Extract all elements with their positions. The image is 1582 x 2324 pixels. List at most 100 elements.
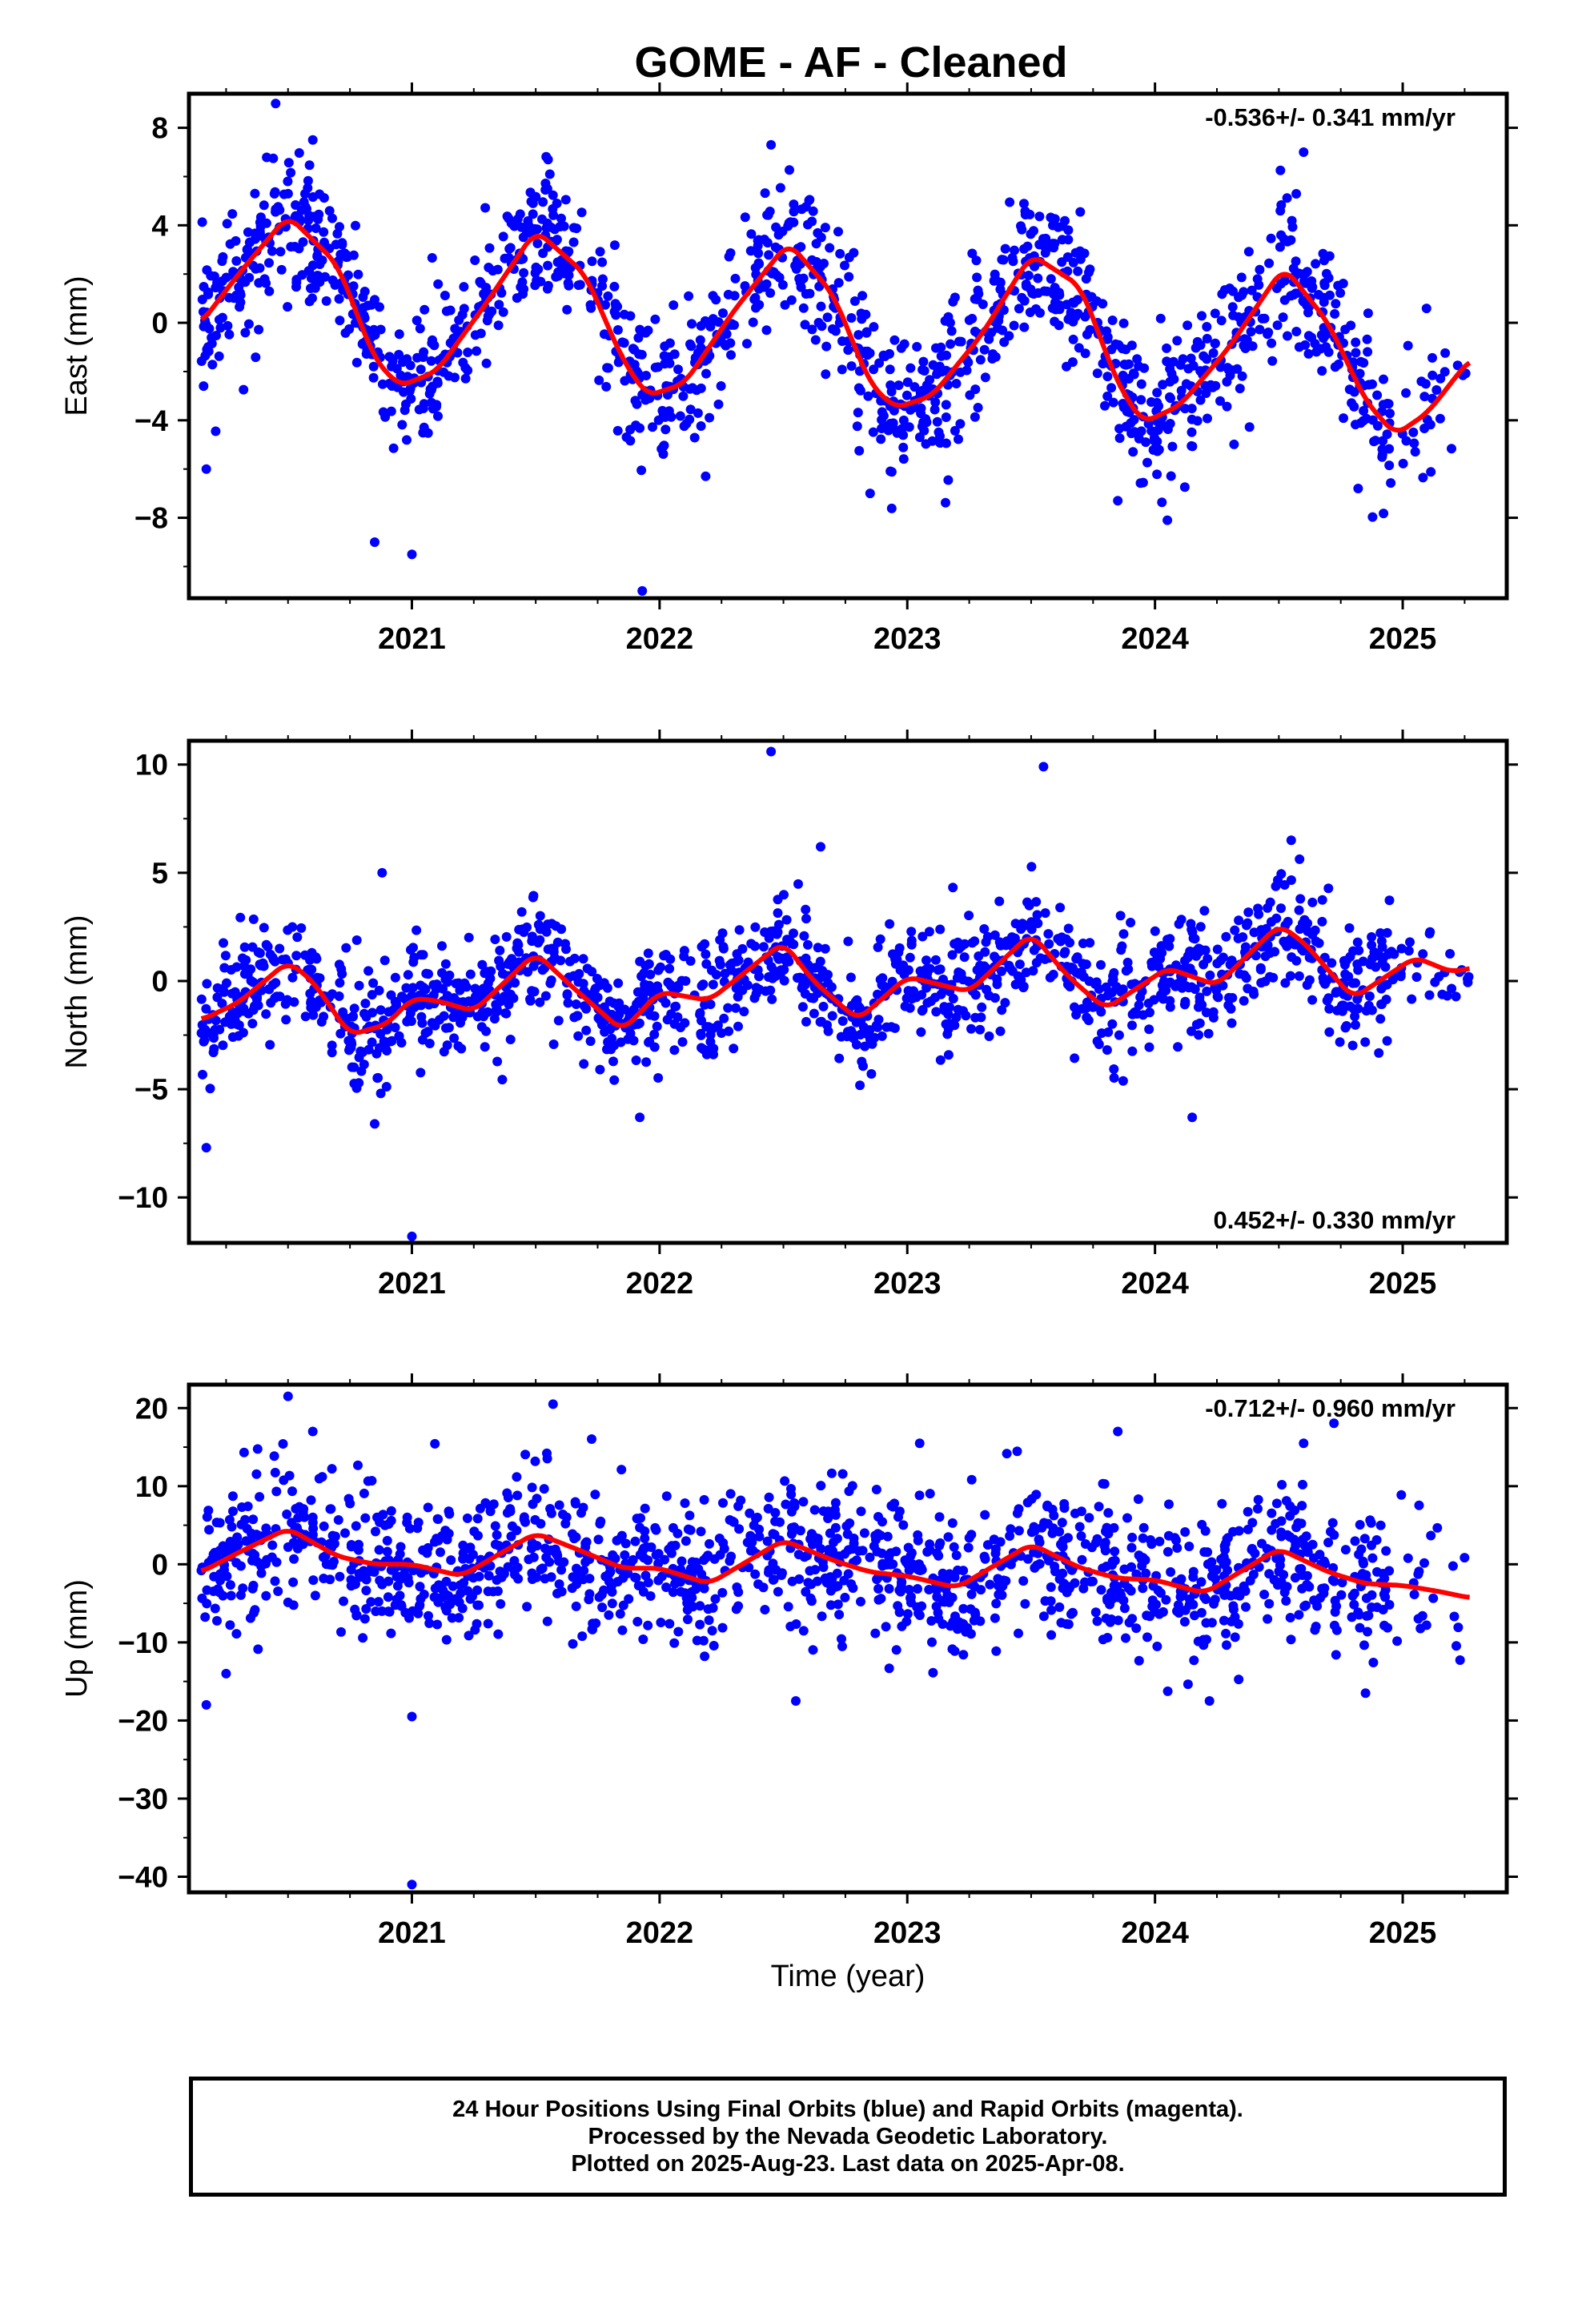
data-point [953,937,963,947]
data-point [1215,396,1225,406]
data-point [573,1031,584,1041]
data-point [786,1529,797,1539]
data-point [592,974,602,983]
data-point [894,1585,905,1595]
data-point [249,1607,259,1618]
data-point [1380,962,1391,972]
data-point [267,1552,277,1562]
data-point [995,940,1006,951]
data-point [1386,478,1396,489]
data-point [1080,312,1090,322]
data-point [283,1542,293,1552]
data-point [549,224,560,235]
data-point [454,315,464,325]
data-point [515,209,525,219]
data-point [1199,1592,1210,1602]
data-point [1222,376,1232,387]
data-point [1026,1527,1037,1538]
data-point [1103,1508,1114,1518]
data-point [1401,436,1411,446]
data-point [1381,995,1391,1004]
data-point [1290,939,1300,950]
data-point [1310,925,1320,935]
data-point [615,1609,625,1619]
data-point-outlier [201,1699,211,1710]
data-point [1176,1574,1186,1584]
data-point [1207,1557,1217,1567]
data-point [542,183,552,194]
data-point [1126,918,1136,927]
data-point [1224,283,1235,293]
data-point [953,1565,963,1575]
data-point [528,209,538,219]
data-point [359,287,370,296]
data-point [1132,354,1142,364]
data-point [717,1622,728,1633]
data-point [310,1590,320,1601]
data-point [938,1568,948,1578]
data-point [535,935,545,945]
data-point [1155,1588,1166,1598]
data-point [595,247,605,257]
data-point [304,296,315,307]
data-point [1006,1524,1016,1534]
data-point [501,931,512,942]
data-point [261,939,271,950]
data-point [986,328,997,338]
data-point [669,300,679,310]
data-point [1351,978,1360,988]
data-point [748,317,758,328]
data-point [327,213,337,223]
data-point [315,259,325,269]
data-point [905,363,916,373]
data-point [964,1533,974,1543]
data-point [846,361,857,372]
data-point [1049,1510,1059,1521]
data-point [1233,1618,1243,1629]
data-point [404,1613,414,1623]
data-point-outlier [1299,147,1309,157]
data-point [1118,984,1128,995]
data-point [497,1075,508,1085]
data-point [436,1547,445,1558]
data-point [1122,1513,1132,1523]
data-point [463,348,473,357]
data-point [949,1542,959,1552]
data-point [271,1486,282,1497]
data-point [793,973,802,983]
data-point [458,1540,468,1550]
data-point [833,227,843,237]
data-point [961,1011,971,1021]
data-point [991,1646,1002,1656]
data-point [695,1007,705,1018]
data-point [1255,324,1265,335]
data-point [296,923,307,933]
x-tick-label: 2021 [378,1267,446,1301]
data-point [950,1611,960,1622]
data-point [818,1001,829,1011]
data-point [1416,376,1427,387]
data-point [319,227,329,237]
data-point [415,324,425,334]
data-point [903,1542,913,1553]
data-point [1187,441,1198,452]
data-point [653,1073,664,1083]
data-point [528,891,539,901]
data-point [1262,1544,1272,1554]
data-point [1395,971,1406,982]
data-point [336,1626,346,1637]
data-point [306,283,315,293]
data-point [725,248,736,258]
footer-box: 24 Hour Positions Using Final Orbits (bl… [189,2077,1507,2197]
data-point [948,994,958,1003]
data-point [1358,956,1368,967]
data-point [1090,1607,1101,1618]
data-point [750,1569,761,1579]
data-point [1178,354,1188,364]
data-point [1136,379,1146,389]
data-point [762,238,773,248]
data-point [428,979,439,990]
data-point [1017,292,1027,303]
data-point [262,152,272,163]
data-point [1154,961,1164,971]
